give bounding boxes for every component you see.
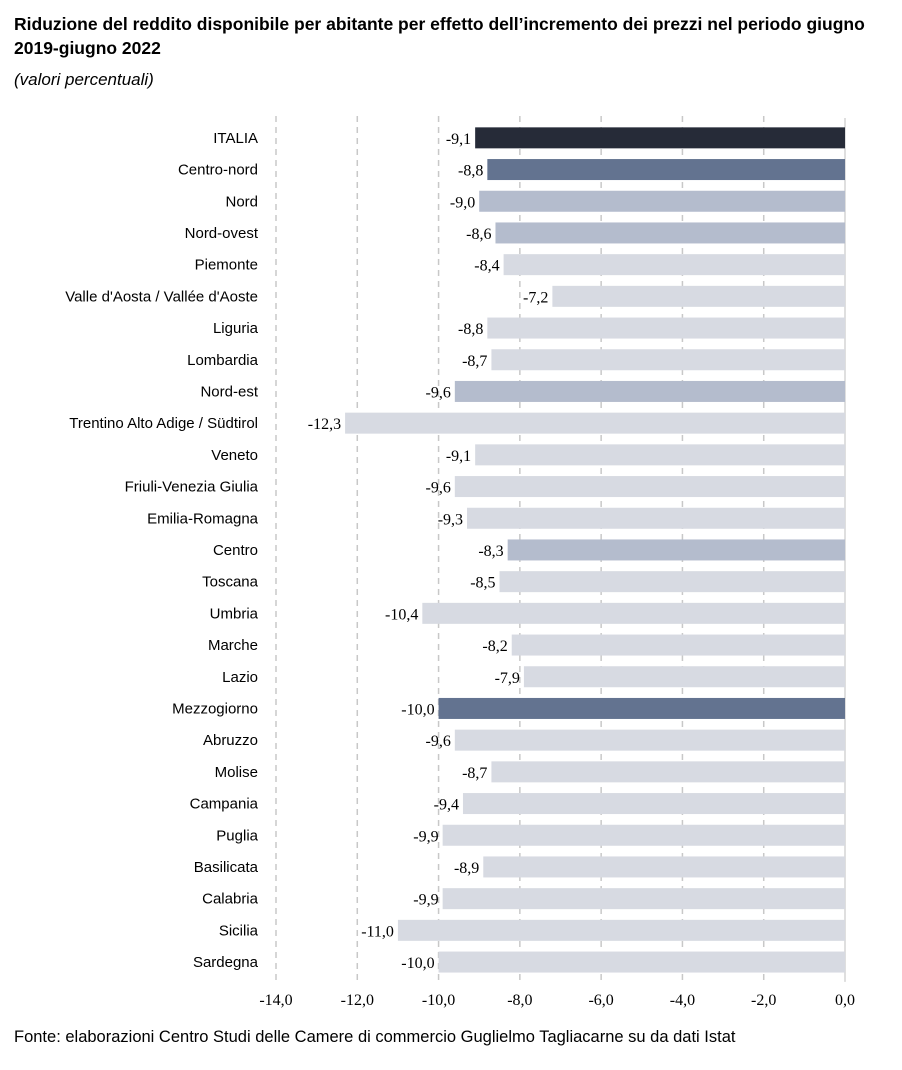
data-label: -9,1	[446, 131, 471, 148]
bar	[503, 254, 845, 276]
category-label: Lombardia	[187, 352, 259, 369]
data-label: -9,1	[446, 448, 471, 465]
category-label: ITALIA	[213, 130, 258, 147]
data-label: -9,6	[426, 384, 451, 401]
data-label: -10,0	[401, 955, 434, 972]
bar	[454, 380, 845, 402]
data-label: -8,8	[458, 321, 483, 338]
data-label: -11,0	[361, 923, 394, 940]
data-label: -9,6	[426, 480, 451, 497]
data-label: -8,6	[466, 226, 491, 243]
category-label: Campania	[190, 796, 259, 813]
chart-subtitle: (valori percentuali)	[14, 70, 154, 89]
data-label: -10,0	[401, 701, 434, 718]
bar	[467, 507, 845, 529]
bar	[397, 919, 845, 941]
bars	[345, 127, 845, 973]
bar	[442, 888, 845, 910]
category-label: Sardegna	[193, 954, 259, 971]
chart-title: Riduzione del reddito disponibile per ab…	[14, 14, 865, 58]
category-label: Nord	[225, 193, 258, 210]
category-label: Veneto	[211, 447, 258, 464]
category-label: Trentino Alto Adige / Südtirol	[69, 415, 258, 432]
data-label: -8,3	[478, 543, 503, 560]
category-label: Liguria	[213, 320, 259, 337]
x-tick-label: -12,0	[341, 992, 374, 1009]
data-label: -8,9	[454, 860, 479, 877]
data-label: -7,2	[523, 289, 548, 306]
data-label: -8,7	[462, 765, 487, 782]
bar	[462, 793, 845, 815]
category-label: Valle d'Aosta / Vallée d'Aoste	[65, 288, 258, 305]
category-label: Marche	[208, 637, 258, 654]
bar	[483, 856, 845, 878]
bar-chart: ITALIA Centro-nord Nord Nord-ovest Piemonte V…	[65, 116, 855, 1009]
category-label: Nord-est	[200, 383, 258, 400]
category-label: Toscana	[202, 574, 259, 591]
bar	[345, 412, 845, 434]
data-label: -8,8	[458, 163, 483, 180]
bar	[438, 697, 845, 719]
bar	[442, 824, 845, 846]
category-label: Calabria	[202, 891, 259, 908]
data-label: -9,6	[426, 733, 451, 750]
data-label: -8,4	[474, 258, 499, 275]
source-note: Fonte: elaborazioni Centro Studi delle C…	[14, 1028, 736, 1046]
x-tick-label: -8,0	[507, 992, 532, 1009]
category-label: Nord-ovest	[185, 225, 259, 242]
bar	[552, 285, 845, 307]
bar	[495, 222, 845, 244]
x-tick-label: -4,0	[670, 992, 695, 1009]
category-label: Sicilia	[219, 922, 259, 939]
category-label: Molise	[215, 764, 258, 781]
data-label: -7,9	[495, 670, 520, 687]
category-label: Centro	[213, 542, 258, 559]
data-label: -9,3	[438, 511, 463, 528]
category-label: Emilia-Romagna	[147, 510, 259, 527]
data-label: -9,0	[450, 194, 475, 211]
x-axis-ticks: -14,0 -12,0 -10,0 -8,0 -6,0 -4,0 -2,0 0,0	[259, 992, 855, 1009]
category-label: Basilicata	[194, 859, 259, 876]
data-label: -9,4	[434, 797, 459, 814]
x-tick-label: 0,0	[835, 992, 855, 1009]
x-tick-label: -10,0	[422, 992, 455, 1009]
data-label: -9,9	[413, 828, 438, 845]
bar	[487, 317, 845, 339]
category-label: Mezzogiorno	[172, 700, 258, 717]
bar	[491, 349, 845, 371]
bar	[499, 571, 845, 593]
bar	[523, 666, 845, 688]
x-tick-label: -2,0	[751, 992, 776, 1009]
category-label: Piemonte	[195, 257, 258, 274]
bar	[422, 602, 845, 624]
bar	[511, 634, 845, 656]
category-label: Abruzzo	[203, 732, 258, 749]
data-label: -8,2	[482, 638, 507, 655]
x-tick-label: -14,0	[259, 992, 292, 1009]
bar	[491, 761, 845, 783]
category-label: Centro-nord	[178, 162, 258, 179]
value-labels: -9,1 -8,8 -9,0 -8,6 -8,4 -7,2 -8,8 -8,7 -9,6 -12,…	[308, 131, 549, 972]
data-label: -10,4	[385, 606, 418, 623]
category-label: Friuli-Venezia Giulia	[125, 479, 259, 496]
bar	[454, 476, 845, 498]
bar	[479, 190, 845, 212]
bar	[454, 729, 845, 751]
data-label: -12,3	[308, 416, 341, 433]
data-label: -9,9	[413, 892, 438, 909]
data-label: -8,5	[470, 575, 495, 592]
bar	[507, 539, 845, 561]
category-labels: ITALIA Centro-nord Nord Nord-ovest Piemonte V…	[65, 130, 259, 971]
bar	[487, 159, 845, 181]
x-tick-label: -6,0	[588, 992, 613, 1009]
category-label: Umbria	[210, 605, 259, 622]
bar	[475, 127, 845, 149]
category-label: Puglia	[216, 827, 258, 844]
data-label: -8,7	[462, 353, 487, 370]
bar	[475, 444, 845, 466]
category-label: Lazio	[222, 669, 258, 686]
bar	[438, 951, 845, 973]
